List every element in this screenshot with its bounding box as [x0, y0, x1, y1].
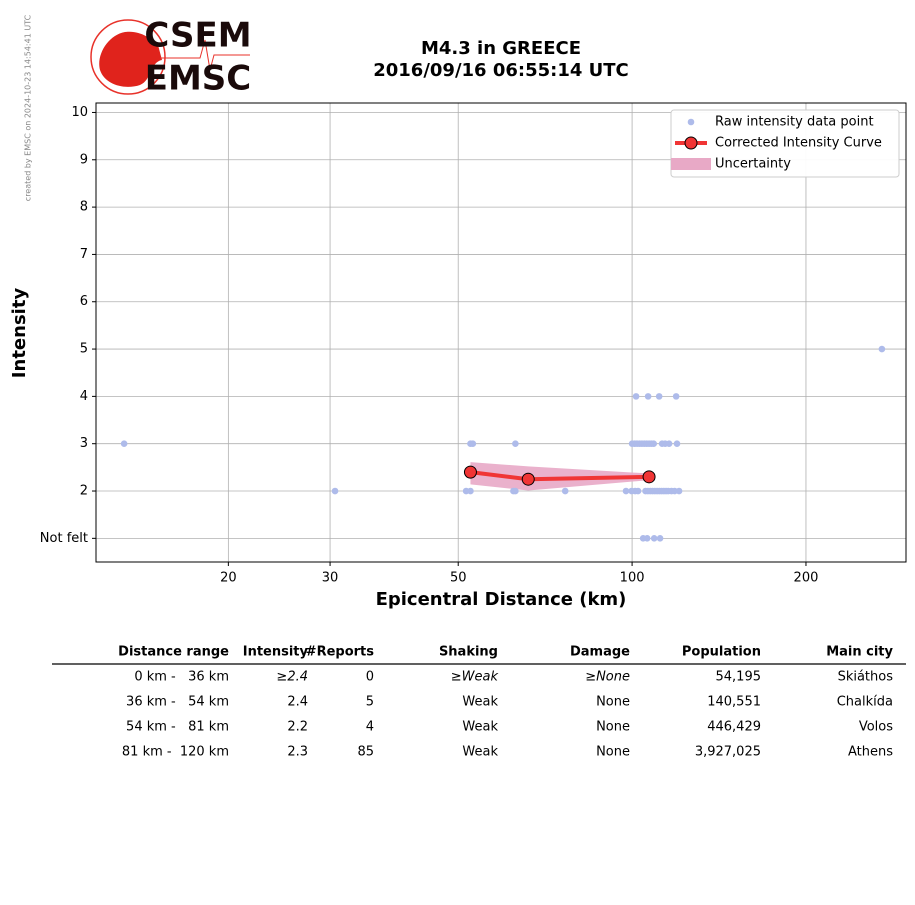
plot: 20 30 50 100 200 Not felt 2 3 4 5 6 7 8 9 10 Raw intens… [40, 102, 907, 586]
y-tick-label: 5 [80, 342, 88, 357]
raw-point [512, 440, 519, 448]
raw-point [650, 535, 658, 542]
table-header: Distance range [118, 645, 229, 660]
legend-frame [670, 109, 900, 178]
table-cell: None [596, 745, 630, 760]
raw-point [467, 487, 474, 495]
table-cell: ≥2.4 [276, 670, 308, 685]
table-cell: Skiáthos [838, 670, 894, 685]
x-axis-title: Epicentral Distance (km) [376, 589, 627, 610]
table-cell: 81 km - 120 km [122, 745, 229, 760]
legend-label: Corrected Intensity Curve [715, 136, 882, 151]
table-header: Damage [570, 645, 630, 660]
table-cell: ≥None [585, 670, 630, 685]
table-cell: 54 km - 81 km [126, 720, 229, 735]
y-axis-title: Intensity [9, 288, 30, 379]
y-tick-label: 4 [80, 389, 88, 404]
y-tick-label: 2 [80, 484, 88, 499]
table-cell: ≥Weak [451, 670, 499, 685]
table-cell: 2.4 [287, 695, 308, 710]
table-header: Population [682, 645, 761, 660]
table-cell: 85 [357, 745, 374, 760]
table-cell: 2.2 [287, 720, 308, 735]
raw-point [512, 487, 519, 495]
x-tick-label: 200 [794, 571, 819, 586]
table-cell: 0 km - 36 km [134, 670, 229, 685]
raw-point [673, 440, 681, 448]
raw-point [622, 487, 630, 495]
logo-wave [160, 39, 250, 71]
x-tick-label: 20 [220, 571, 237, 586]
table-cell: 140,551 [707, 695, 761, 710]
table-cell: Athens [848, 745, 893, 760]
raw-point [120, 440, 128, 448]
table-cell: Chalkída [837, 695, 893, 710]
table-cell: Weak [462, 695, 498, 710]
logo: CSEM EMSC [90, 16, 252, 99]
raw-point [632, 393, 640, 400]
plot-frame [95, 102, 907, 563]
curve-marker [642, 470, 656, 484]
x-tick-label: 30 [322, 571, 339, 586]
legend-label: Raw intensity data point [715, 115, 874, 130]
y-tick-label: 8 [80, 200, 88, 215]
table-header: Main city [826, 645, 893, 660]
raw-point [561, 487, 569, 495]
raw-point [655, 393, 663, 400]
legend-label: Uncertainty [715, 157, 791, 172]
table-cell: 446,429 [707, 720, 761, 735]
credit: created by EMSC on 2024-10-23 14:54:41 U… [24, 14, 33, 201]
table-header: Intensity [243, 645, 309, 660]
legend-swatch [687, 118, 695, 126]
raw-point [665, 440, 673, 448]
raw-point [331, 487, 339, 495]
raw-point [644, 393, 652, 400]
table-cell: 36 km - 54 km [126, 695, 229, 710]
table-cell: Weak [462, 745, 498, 760]
table-cell: None [596, 695, 630, 710]
curve-marker [463, 465, 477, 479]
raw-point [672, 393, 680, 400]
table-cell: 54,195 [716, 670, 762, 685]
y-tick-label: 7 [80, 247, 88, 262]
legend: Raw intensity data point Corrected Intens… [670, 109, 900, 178]
legend-swatch [684, 136, 698, 150]
raw-point [650, 440, 658, 448]
uncertainty-band [470, 462, 650, 491]
table-cell: 0 [366, 670, 374, 685]
logo-top: CSEM [144, 16, 251, 56]
table-cell: 4 [366, 720, 374, 735]
table-header: Shaking [439, 645, 498, 660]
chart-subtitle: 2016/09/16 06:55:14 UTC [373, 60, 629, 81]
x-tick-label: 50 [450, 571, 467, 586]
logo-map [99, 31, 162, 87]
table-header: #Reports [306, 645, 375, 660]
logo-ring [90, 19, 166, 95]
table-cell: 3,927,025 [695, 745, 761, 760]
y-tick-label: 6 [80, 294, 88, 309]
raw-point [634, 487, 642, 495]
x-tick-label: 100 [620, 571, 645, 586]
raw-point [656, 535, 664, 542]
legend-swatch [671, 158, 711, 170]
table-cell: Weak [462, 720, 498, 735]
table: Distance range Intensity#Reports Shaking Da… [52, 645, 906, 760]
table-cell: Volos [859, 720, 893, 735]
raw-point [643, 535, 651, 542]
y-tick-label: 3 [80, 436, 88, 451]
y-tick-label: 9 [80, 152, 88, 167]
logo-bottom: EMSC [145, 59, 252, 99]
table-cell: 5 [366, 695, 374, 710]
raw-point [878, 345, 886, 353]
chart-title: M4.3 in GREECE [421, 38, 581, 59]
y-tick-label: 10 [71, 105, 88, 120]
raw-point [675, 487, 683, 495]
curve-marker [521, 472, 535, 486]
table-cell: None [596, 720, 630, 735]
raw-point [469, 440, 477, 448]
table-cell: 2.3 [287, 745, 308, 760]
y-tick-label: Not felt [40, 531, 88, 546]
